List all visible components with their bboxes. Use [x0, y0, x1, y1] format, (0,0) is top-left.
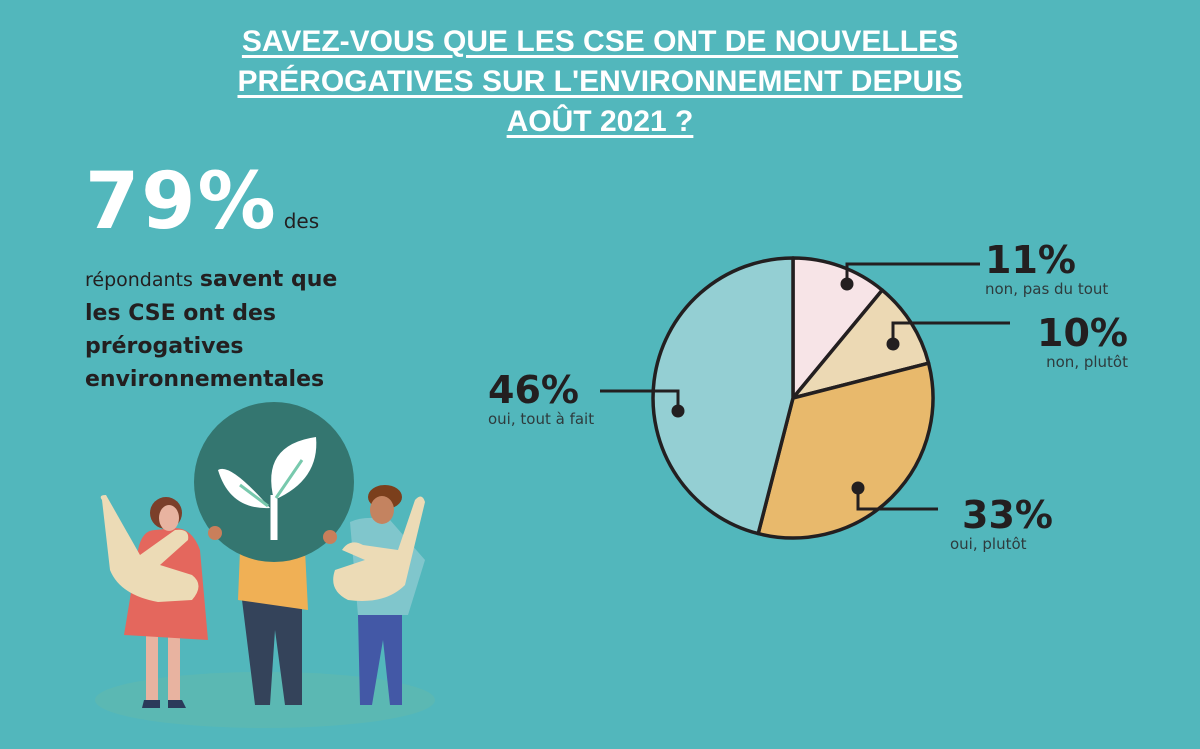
title-line-2: PRÉROGATIVES SUR L'ENVIRONNEMENT DEPUIS	[237, 65, 963, 98]
slice-non-plutot	[791, 288, 931, 400]
title-line-1: SAVEZ-VOUS QUE LES CSE ONT DE NOUVELLES	[241, 25, 959, 58]
label-oui-tout-a-fait: 46% oui, tout à fait	[488, 370, 594, 428]
label-desc: oui, plutôt	[950, 535, 1027, 553]
slice-oui-plutot	[756, 361, 935, 540]
leaf-right	[271, 437, 317, 500]
leader-dot-10	[886, 337, 900, 351]
label-pct: 46%	[488, 368, 579, 412]
label-desc: non, plutôt	[1046, 353, 1128, 371]
label-non-pas-du-tout: 11% non, pas du tout	[985, 240, 1108, 298]
label-pct: 10%	[1037, 311, 1128, 355]
leader-line-33	[856, 488, 938, 511]
woman-figure	[100, 495, 208, 708]
label-oui-plutot: 33% oui, plutôt	[950, 495, 1053, 553]
highlight-bold-1: savent que	[199, 267, 338, 292]
label-non-plutot: 10% non, plutôt	[1000, 313, 1128, 371]
leader-line-11	[845, 262, 980, 284]
highlight-stat: 79% des répondants savent que les CSE ont…	[85, 160, 385, 396]
leader-dot-33	[851, 481, 865, 495]
title-line-3: AOÛT 2021 ?	[506, 105, 694, 138]
highlight-des: des	[283, 209, 320, 233]
label-pct: 11%	[985, 238, 1076, 282]
highlight-line-3: prérogatives	[85, 334, 244, 359]
slice-oui-tout-a-fait	[651, 256, 795, 536]
leader-dot-46	[671, 404, 685, 418]
highlight-line-1: répondants savent que	[85, 263, 385, 297]
highlight-value: 79%	[85, 157, 278, 247]
center-person-figure	[194, 402, 354, 705]
man-figure	[333, 485, 425, 705]
label-desc: non, pas du tout	[985, 280, 1109, 298]
label-desc: oui, tout à fait	[488, 410, 595, 428]
leader-line-10	[891, 321, 1010, 342]
leader-dot-11	[840, 277, 854, 291]
highlight-line-4: environnementales	[85, 367, 325, 392]
leader-line-46	[600, 389, 680, 410]
label-pct: 33%	[962, 493, 1053, 537]
highlight-value-row: 79% des	[85, 160, 385, 263]
people-holding-plant-illustration	[95, 402, 435, 728]
page-title: SAVEZ-VOUS QUE LES CSE ONT DE NOUVELLES …	[0, 22, 1200, 142]
slice-non-pas-du-tout	[791, 256, 884, 400]
highlight-line-2: les CSE ont des	[85, 301, 277, 326]
highlight-respondents: répondants	[85, 269, 193, 291]
